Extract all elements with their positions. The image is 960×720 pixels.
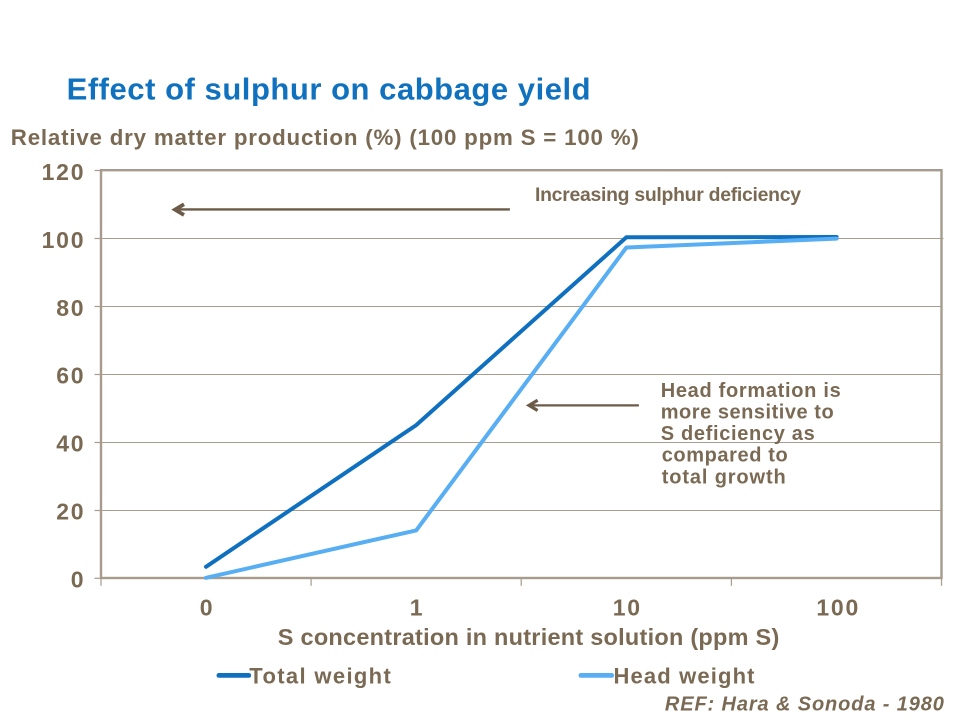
svg-text:120: 120 [42, 159, 84, 185]
svg-text:1: 1 [410, 595, 423, 621]
svg-text:10: 10 [613, 595, 640, 621]
svg-text:REF: Hara & Sonoda - 1980: REF: Hara & Sonoda - 1980 [665, 694, 944, 716]
svg-text:more sensitive to: more sensitive to [661, 402, 834, 424]
svg-text:20: 20 [56, 499, 83, 525]
svg-text:S deficiency as: S deficiency as [661, 423, 815, 445]
svg-text:80: 80 [56, 295, 83, 321]
svg-text:total growth: total growth [662, 466, 786, 488]
svg-text:100: 100 [42, 227, 84, 253]
svg-text:Head weight: Head weight [614, 663, 756, 688]
svg-text:Total weight: Total weight [249, 663, 391, 688]
svg-text:Increasing sulphur deficiency: Increasing sulphur deficiency [535, 184, 801, 206]
svg-text:Head formation is: Head formation is [661, 380, 841, 402]
svg-text:40: 40 [56, 431, 83, 457]
svg-text:100: 100 [816, 595, 858, 621]
svg-text:60: 60 [56, 363, 83, 389]
svg-text:Effect of sulphur on cabbage y: Effect of sulphur on cabbage yield [67, 72, 591, 107]
svg-text:Relative dry matter production: Relative dry matter production (%) (100 … [11, 125, 639, 150]
svg-text:0: 0 [200, 595, 213, 621]
svg-text:S concentration in nutrient so: S concentration in nutrient solution (pp… [278, 624, 780, 650]
svg-text:compared to: compared to [662, 445, 788, 467]
svg-text:0: 0 [71, 566, 84, 592]
